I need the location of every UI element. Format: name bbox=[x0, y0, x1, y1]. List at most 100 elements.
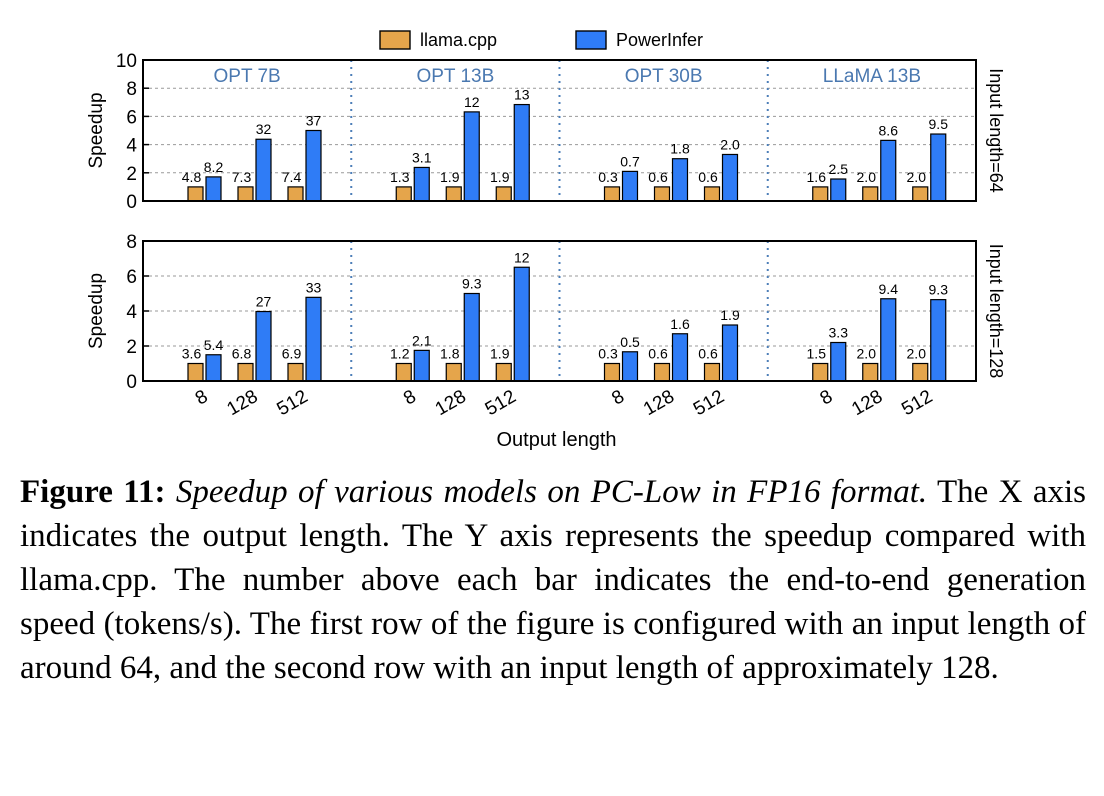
y-tick-label: 4 bbox=[126, 302, 137, 323]
bar-label-powerinfer: 3.3 bbox=[829, 325, 849, 341]
bar-powerinfer bbox=[930, 299, 947, 382]
bar-powerinfer bbox=[671, 158, 689, 202]
x-tick-label: 512 bbox=[898, 386, 936, 420]
bar-label-llama: 2.0 bbox=[907, 169, 927, 185]
bar-llama bbox=[445, 362, 462, 382]
y-tick-label: 8 bbox=[126, 232, 137, 253]
bar-label-powerinfer: 9.5 bbox=[929, 116, 949, 132]
bar-powerinfer bbox=[930, 133, 947, 202]
bar-label-llama: 1.2 bbox=[390, 346, 410, 362]
bar-label-llama: 1.9 bbox=[490, 169, 510, 185]
bar-powerinfer bbox=[721, 324, 739, 382]
bar-llama bbox=[395, 186, 412, 202]
y-tick-label: 8 bbox=[126, 79, 137, 100]
bar-label-llama: 0.6 bbox=[698, 169, 718, 185]
bar-label-powerinfer: 13 bbox=[514, 87, 530, 103]
bar-label-powerinfer: 1.6 bbox=[670, 316, 690, 332]
bar-label-powerinfer: 27 bbox=[256, 294, 272, 310]
input-length-label: Input length=128 bbox=[986, 244, 1006, 379]
bar-label-powerinfer: 8.6 bbox=[879, 122, 899, 138]
y-tick-label: 6 bbox=[126, 107, 137, 128]
bar-powerinfer bbox=[413, 166, 430, 202]
bar-label-powerinfer: 9.3 bbox=[929, 282, 949, 298]
bar-powerinfer bbox=[671, 333, 689, 382]
bar-llama bbox=[237, 362, 254, 382]
bar-llama bbox=[812, 362, 829, 382]
x-tick-label: 512 bbox=[690, 386, 728, 420]
y-axis-label: Speedup bbox=[86, 92, 107, 168]
bar-label-llama: 0.6 bbox=[648, 346, 668, 362]
bar-label-llama: 1.9 bbox=[490, 346, 510, 362]
x-tick-label: 128 bbox=[640, 386, 678, 420]
bar-label-powerinfer: 33 bbox=[306, 279, 322, 295]
bar-label-powerinfer: 2.1 bbox=[412, 332, 432, 348]
x-tick-label: 128 bbox=[224, 386, 262, 420]
bar-powerinfer bbox=[305, 296, 322, 382]
bar-llama bbox=[912, 186, 929, 202]
bar-powerinfer bbox=[721, 153, 739, 202]
x-tick-label: 8 bbox=[608, 386, 628, 409]
bar-powerinfer bbox=[255, 138, 272, 202]
bar-label-llama: 1.3 bbox=[390, 169, 410, 185]
bar-label-llama: 7.3 bbox=[232, 169, 252, 185]
bar-label-powerinfer: 5.4 bbox=[204, 337, 224, 353]
x-tick-label: 128 bbox=[848, 386, 886, 420]
panel-title: OPT 30B bbox=[625, 66, 703, 87]
bar-label-llama: 1.8 bbox=[440, 346, 460, 362]
panel-title: LLaMA 13B bbox=[823, 66, 921, 87]
x-axis-label: Output length bbox=[496, 429, 616, 451]
bar-label-powerinfer: 9.4 bbox=[879, 281, 899, 297]
bar-powerinfer bbox=[463, 292, 480, 382]
plot-frame bbox=[142, 59, 977, 202]
bar-llama bbox=[862, 362, 879, 382]
bar-label-powerinfer: 0.7 bbox=[620, 153, 640, 169]
bar-label-powerinfer: 37 bbox=[306, 113, 322, 129]
x-tick-label: 512 bbox=[274, 386, 312, 420]
bar-powerinfer bbox=[513, 266, 530, 382]
bar-llama bbox=[287, 362, 304, 382]
bar-label-powerinfer: 12 bbox=[464, 94, 480, 110]
bar-llama bbox=[187, 186, 204, 202]
bar-label-powerinfer: 3.1 bbox=[412, 149, 432, 165]
y-tick-label: 10 bbox=[116, 51, 137, 72]
bar-llama bbox=[703, 186, 721, 202]
figure-caption: Figure 11: Speedup of various models on … bbox=[20, 470, 1086, 690]
bar-powerinfer bbox=[413, 349, 430, 382]
bar-llama bbox=[603, 186, 621, 202]
x-tick-label: 512 bbox=[482, 386, 520, 420]
y-tick-label: 0 bbox=[126, 192, 137, 213]
speedup-figure: llama.cpp PowerInfer OPT 7B 4.8 8.2 7.3 32 7.4 3… bbox=[86, 30, 1006, 451]
bar-label-powerinfer: 2.5 bbox=[829, 161, 849, 177]
bar-llama bbox=[445, 186, 462, 202]
bar-label-llama: 0.3 bbox=[598, 346, 618, 362]
y-tick-label: 0 bbox=[126, 372, 137, 393]
bar-llama bbox=[603, 362, 621, 382]
bar-label-llama: 1.6 bbox=[807, 169, 827, 185]
caption-body: The X axis indicates the output length. … bbox=[20, 474, 1087, 686]
bar-llama bbox=[237, 186, 254, 202]
y-tick-label: 2 bbox=[126, 337, 137, 358]
bar-powerinfer bbox=[255, 310, 272, 382]
y-tick-label: 6 bbox=[126, 267, 137, 288]
bar-label-powerinfer: 1.8 bbox=[670, 141, 690, 157]
bar-powerinfer bbox=[621, 351, 639, 382]
bar-label-llama: 7.4 bbox=[282, 169, 302, 185]
bar-label-llama: 0.6 bbox=[698, 346, 718, 362]
x-tick-label: 8 bbox=[192, 386, 212, 409]
bar-powerinfer bbox=[880, 139, 897, 202]
bar-powerinfer bbox=[830, 341, 847, 382]
panel-title: OPT 13B bbox=[416, 66, 494, 87]
bar-powerinfer bbox=[205, 354, 222, 382]
x-tick-label: 8 bbox=[400, 386, 420, 409]
bar-label-powerinfer: 32 bbox=[256, 121, 272, 137]
legend-label-powerinfer: PowerInfer bbox=[616, 30, 703, 50]
bar-label-llama: 0.6 bbox=[648, 169, 668, 185]
bar-label-llama: 2.0 bbox=[907, 346, 927, 362]
caption-label: Figure 11: bbox=[20, 474, 166, 510]
bar-llama bbox=[912, 362, 929, 382]
y-tick-label: 2 bbox=[126, 164, 137, 185]
x-tick-label: 8 bbox=[817, 386, 837, 409]
bar-powerinfer bbox=[205, 176, 222, 202]
x-tick-label: 128 bbox=[432, 386, 470, 420]
bar-label-llama: 1.5 bbox=[807, 346, 827, 362]
